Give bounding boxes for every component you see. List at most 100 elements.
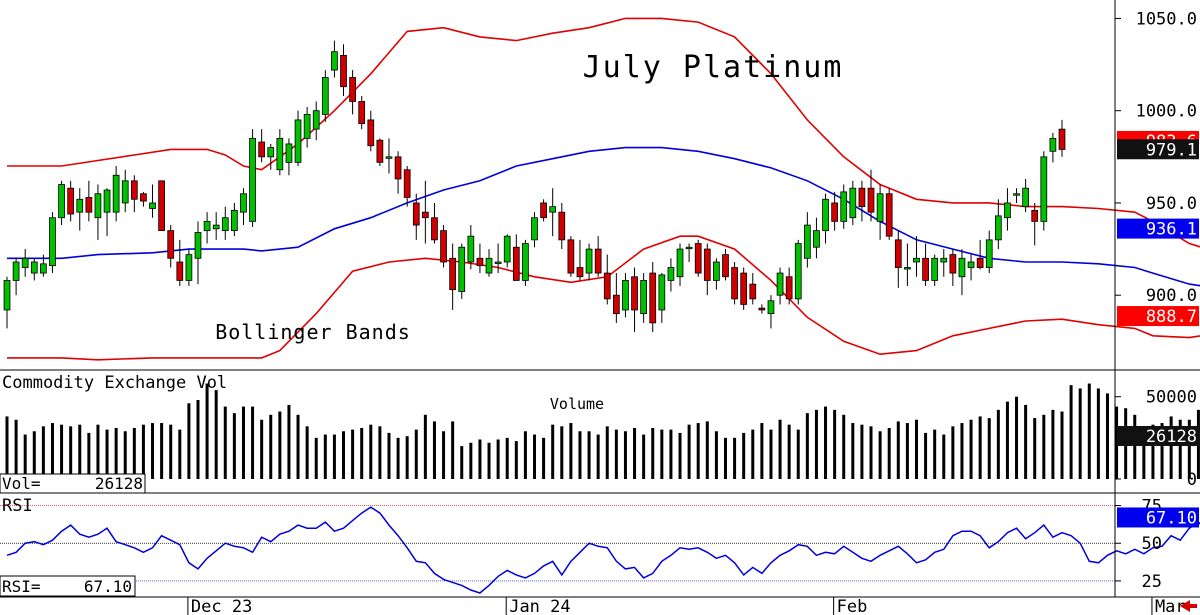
volume-bar	[824, 406, 828, 479]
volume-bar	[924, 432, 928, 479]
volume-bar	[287, 404, 291, 479]
volume-bar	[105, 429, 109, 479]
candle	[258, 129, 266, 163]
volume-bar	[1078, 388, 1082, 479]
candle	[285, 138, 293, 176]
candle-body	[840, 191, 848, 222]
candle	[558, 202, 566, 250]
candle-body	[658, 274, 666, 311]
candle	[376, 138, 384, 167]
candle-body	[321, 77, 329, 115]
candle-body	[904, 267, 911, 270]
candle	[794, 239, 802, 305]
candle	[494, 243, 502, 274]
candle-body	[1022, 187, 1029, 208]
candle-body	[130, 180, 138, 200]
volume-bar	[442, 431, 446, 479]
candle-body	[176, 261, 184, 281]
candle	[694, 239, 702, 277]
candle	[649, 261, 657, 333]
volume-bar	[942, 434, 946, 479]
candle	[1031, 202, 1039, 246]
candle-body	[994, 215, 1002, 241]
last-price-tag-value: 979.1	[1146, 140, 1197, 160]
volume-bar	[69, 426, 73, 479]
candle-body	[440, 230, 447, 263]
candle	[58, 180, 65, 226]
candle-body	[467, 235, 475, 263]
candle	[240, 188, 247, 226]
candle	[458, 243, 466, 299]
candle-body	[776, 272, 784, 296]
candle	[412, 193, 420, 240]
volume-bar	[869, 426, 873, 479]
volume-bar	[805, 413, 809, 479]
candle-body	[858, 187, 866, 208]
volume-bar	[551, 424, 555, 479]
candle	[276, 129, 284, 176]
volume-bar	[478, 439, 482, 479]
lower-band-tag-value: 888.7	[1146, 307, 1197, 327]
candle-body	[558, 211, 566, 241]
rsi-line	[6, 506, 1200, 594]
candle	[130, 175, 138, 213]
volume-bar	[1115, 406, 1119, 479]
volume-bar	[978, 416, 982, 479]
candle-body	[803, 224, 811, 259]
candle-body	[567, 239, 575, 274]
candle	[985, 230, 993, 274]
candle	[849, 180, 857, 226]
volume-bar	[460, 446, 464, 479]
candle-body	[785, 276, 793, 300]
candle	[831, 191, 838, 231]
volume-bar	[914, 419, 918, 479]
candle-body	[240, 193, 247, 213]
volume-bar	[569, 423, 573, 479]
candle	[713, 258, 720, 290]
candle	[667, 258, 675, 292]
candle-body	[758, 307, 766, 311]
volume-bar	[933, 429, 937, 479]
candle-body	[476, 257, 484, 267]
candle-body	[603, 272, 611, 300]
volume-last-tag-value: 26128	[1146, 427, 1197, 447]
candle-body	[985, 239, 993, 268]
candle	[167, 225, 175, 268]
candle-body	[512, 246, 520, 281]
candle-body	[722, 254, 729, 278]
candle-body	[40, 263, 47, 274]
candle	[512, 234, 520, 281]
candle	[803, 212, 811, 268]
volume-bar	[1051, 409, 1055, 479]
candle-body	[531, 217, 538, 241]
candle-body	[731, 267, 738, 300]
candle	[503, 234, 511, 268]
candle	[576, 239, 584, 281]
volume-bar	[1187, 419, 1191, 479]
volume-bar	[1069, 385, 1073, 479]
price-tick-label: 1000.0	[1136, 102, 1197, 122]
lower-band-tag-box	[1117, 306, 1199, 327]
candle	[1022, 178, 1029, 213]
candle-body	[331, 51, 338, 71]
candle	[612, 273, 620, 323]
volume-bar	[332, 434, 336, 479]
candle	[267, 143, 275, 170]
candle-body	[58, 184, 65, 219]
candle	[158, 180, 165, 232]
candle-body	[940, 257, 948, 263]
candle-body	[449, 257, 457, 291]
candle-body	[112, 174, 120, 213]
volume-bar	[96, 424, 100, 479]
candle-body	[349, 77, 356, 102]
volume-bar	[41, 426, 45, 479]
candle	[740, 267, 748, 310]
candle	[49, 212, 56, 274]
candle-body	[431, 217, 438, 241]
scroll-left-arrow-icon[interactable]	[1180, 600, 1197, 612]
price-axis-ticks: 1050.0 1000.0 950.0 900.0	[1115, 9, 1197, 306]
price-tick-label: 900.0	[1146, 286, 1197, 306]
candle	[867, 169, 875, 222]
